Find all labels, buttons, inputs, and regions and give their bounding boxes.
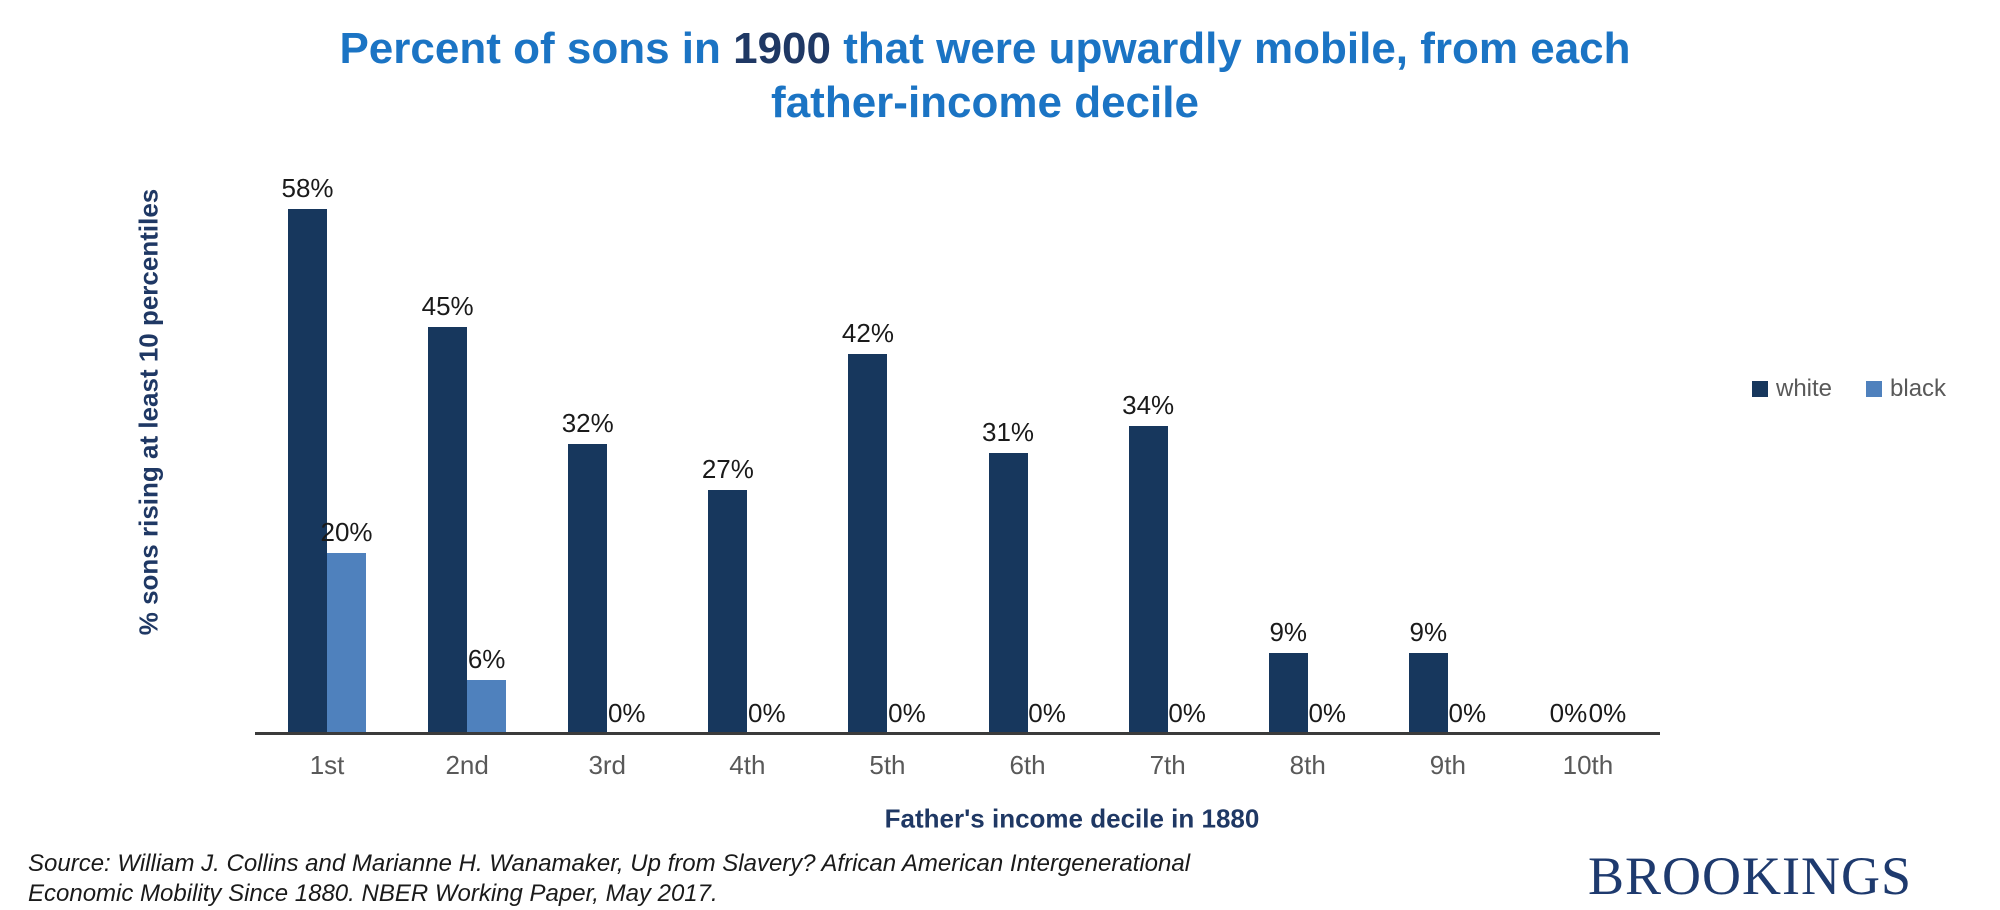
x-tick-9th: 9th	[1429, 750, 1466, 780]
source-line-2: Economic Mobility Since 1880. NBER Worki…	[28, 880, 718, 907]
value-label-white-5th: 42%	[841, 318, 894, 348]
legend-label-black: black	[1890, 375, 1947, 402]
x-tick-3rd: 3rd	[588, 750, 627, 780]
bar-white-5th	[848, 354, 888, 734]
x-tick-1st: 1st	[309, 750, 345, 780]
legend-swatch-white	[1752, 381, 1768, 397]
bar-white-2nd	[428, 327, 468, 734]
x-tick-8th: 8th	[1289, 750, 1326, 780]
bar-black-2nd	[467, 680, 507, 734]
value-label-black-8th: 0%	[1308, 698, 1347, 728]
x-tick-6th: 6th	[1009, 750, 1046, 780]
value-label-white-1st: 58%	[281, 173, 334, 203]
value-label-black-2nd: 6%	[467, 644, 506, 674]
value-label-black-6th: 0%	[1028, 698, 1066, 728]
bar-white-3rd	[568, 444, 608, 734]
chart-title-year: 1900	[733, 24, 831, 73]
bar-black-1st	[327, 553, 367, 734]
value-label-black-10th: 0%	[1588, 698, 1627, 728]
legend: white black	[1752, 377, 1946, 401]
chart-title-suffix: that were upwardly mobile, from each	[843, 24, 1631, 73]
legend-item-black: black	[1866, 377, 1946, 401]
x-tick-2nd: 2nd	[445, 750, 489, 780]
value-label-white-2nd: 45%	[421, 291, 474, 321]
source-note: Source: William J. Collins and Marianne …	[28, 849, 1190, 909]
legend-item-white: white	[1752, 377, 1832, 401]
legend-swatch-black	[1866, 381, 1883, 397]
value-label-white-8th: 9%	[1269, 617, 1308, 647]
bar-white-7th	[1128, 426, 1168, 734]
value-label-black-4th: 0%	[748, 698, 786, 728]
bar-white-6th	[988, 453, 1028, 734]
brookings-logo: BROOKINGS	[1588, 846, 1913, 906]
value-label-black-7th: 0%	[1168, 698, 1206, 728]
x-axis-title: Father's income decile in 1880	[884, 803, 1260, 834]
bar-white-8th	[1268, 653, 1308, 734]
chart-title-line2: father-income decile	[771, 78, 1199, 127]
y-axis-title: % sons rising at least 10 percentiles	[133, 188, 164, 636]
x-tick-10th: 10th	[1562, 750, 1614, 780]
value-label-black-3rd: 0%	[607, 698, 646, 728]
bar-white-1st	[288, 209, 328, 734]
x-axis-line	[255, 732, 1660, 735]
value-label-black-1st: 20%	[320, 517, 373, 547]
x-tick-4th: 4th	[729, 750, 766, 780]
bar-white-9th	[1408, 653, 1448, 734]
value-label-white-9th: 9%	[1409, 617, 1448, 647]
value-label-white-3rd: 32%	[561, 408, 614, 438]
value-label-black-9th: 0%	[1448, 698, 1487, 728]
value-label-white-4th: 27%	[701, 454, 754, 484]
plot-area: 58% 20% 45% 6% 32% 0% 27% 0% 42% 0% 31% 0% 34% 0% 9% 0%…	[257, 175, 1658, 734]
value-label-black-5th: 0%	[888, 698, 926, 728]
value-label-white-6th: 31%	[982, 417, 1035, 447]
x-axis-ticks: 1st 2nd 3rd 4th 5th 6th 7th 8th 9th 10th	[257, 752, 1658, 784]
value-label-white-7th: 34%	[1122, 390, 1175, 420]
x-tick-5th: 5th	[869, 750, 906, 780]
chart-title: Percent of sons in 1900 that were upward…	[185, 22, 1785, 130]
source-line-1: Source: William J. Collins and Marianne …	[28, 850, 1191, 877]
x-tick-7th: 7th	[1149, 750, 1186, 780]
legend-label-white: white	[1776, 375, 1833, 402]
chart-title-prefix: Percent of sons in	[339, 24, 721, 73]
bar-white-4th	[708, 490, 748, 734]
value-label-white-10th: 0%	[1549, 698, 1588, 728]
